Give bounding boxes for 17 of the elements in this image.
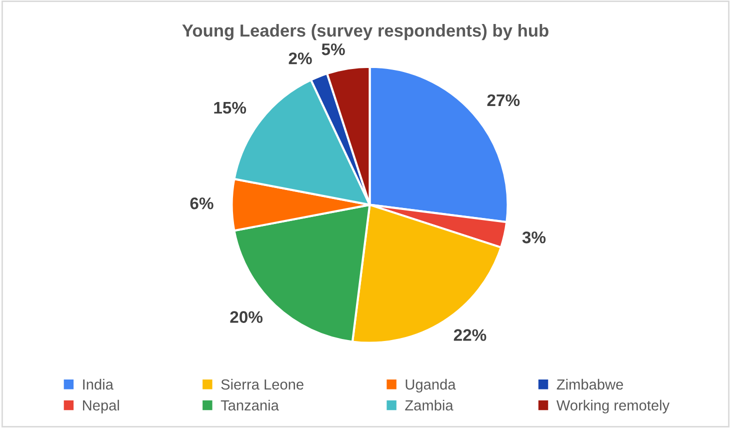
legend-label: Nepal bbox=[83, 400, 119, 414]
legend-label: Working remotely bbox=[556, 400, 670, 414]
legend-label: Uganda bbox=[406, 378, 456, 393]
legend-label: Zimbabwe bbox=[556, 378, 624, 390]
data-label: 27% bbox=[487, 94, 520, 106]
legend-label: India bbox=[83, 378, 114, 390]
legend-label: Sierra Leone bbox=[221, 378, 304, 390]
data-label: 22% bbox=[454, 329, 486, 341]
data-label: 6% bbox=[190, 197, 214, 210]
legend-label: Zambia bbox=[405, 400, 454, 411]
data-label: 2% bbox=[288, 52, 312, 64]
data-label: 15% bbox=[214, 102, 246, 114]
data-label: 20% bbox=[230, 311, 263, 323]
legend-label: Tanzania bbox=[220, 400, 279, 411]
data-label: 5% bbox=[322, 43, 345, 56]
data-label: 3% bbox=[522, 231, 546, 244]
chart-title: Young Leaders (survey respondents) by hub bbox=[182, 24, 548, 40]
